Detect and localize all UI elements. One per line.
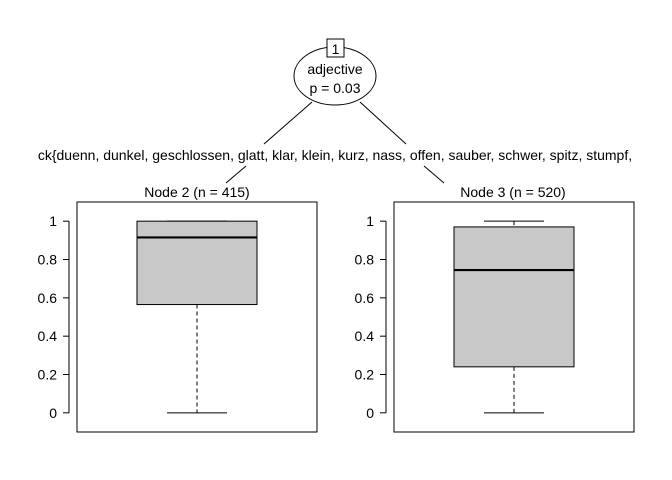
node-3-y-tick-label: 0 xyxy=(366,405,374,421)
node-3-y-tick-label: 1 xyxy=(366,213,374,229)
root-node-variable: adjective xyxy=(307,61,362,77)
node-3-title: Node 3 (n = 520) xyxy=(460,184,565,200)
edge-right-lower xyxy=(423,165,445,184)
node-3-y-axis: 0 0.2 0.4 0.6 0.8 1 xyxy=(355,213,387,421)
node-2-box xyxy=(136,220,258,306)
node-3-boxplot xyxy=(453,220,575,414)
node-2-panel xyxy=(76,201,318,433)
root-node-pvalue: p = 0.03 xyxy=(310,80,361,96)
node-2-y-tick-label: 1 xyxy=(49,213,57,229)
node-3-y-tick-label: 0.6 xyxy=(355,290,375,306)
node-2-boxplot xyxy=(136,220,258,414)
node-3-y-tick-label: 0.8 xyxy=(355,252,375,268)
node-2-y-tick-label: 0.2 xyxy=(38,367,58,383)
node-2-y-tick-label: 0 xyxy=(49,405,57,421)
node-3-box xyxy=(453,226,575,368)
node-2-y-axis: 0 0.2 0.4 0.6 0.8 1 xyxy=(38,213,70,421)
node-3-y-tick-label: 0.4 xyxy=(355,328,375,344)
edge-left-lower xyxy=(225,165,247,184)
edge-root-left xyxy=(263,101,313,145)
node-2-title: Node 2 (n = 415) xyxy=(144,184,249,200)
edge-root-right xyxy=(359,101,407,145)
node-2-y-tick-label: 0.6 xyxy=(38,290,58,306)
node-2-y-tick-label: 0.8 xyxy=(38,252,58,268)
split-label: ck{duenn, dunkel, geschlossen, glatt, kl… xyxy=(38,147,632,163)
node-3-y-tick-label: 0.2 xyxy=(355,367,375,383)
root-node-id-box xyxy=(326,38,345,58)
node-2-y-tick-label: 0.4 xyxy=(38,328,58,344)
node-3-panel xyxy=(393,201,635,433)
root-node-id: 1 xyxy=(332,41,340,57)
